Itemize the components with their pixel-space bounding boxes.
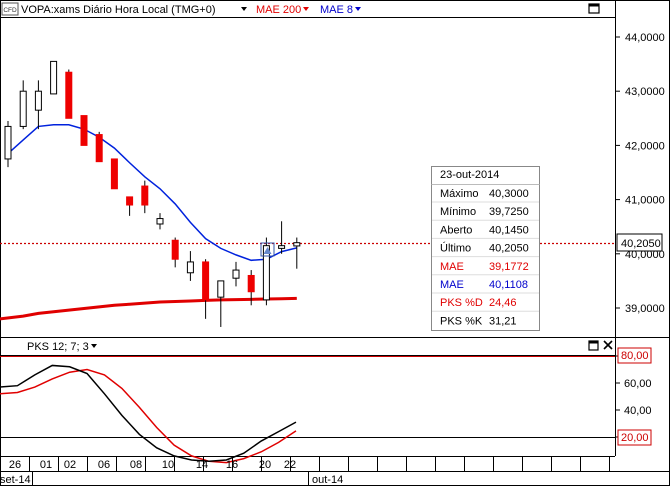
mae200-dropdown-chevron-icon[interactable] bbox=[303, 7, 309, 11]
date-tick-label: 20 bbox=[259, 459, 271, 471]
candle-up[interactable] bbox=[278, 245, 286, 249]
tooltip-row-value: 24,46 bbox=[489, 297, 517, 309]
tooltip-row-label: Mínimo bbox=[440, 206, 476, 218]
tooltip-row-value: 39,7250 bbox=[489, 206, 529, 218]
cursor-triangle-icon bbox=[263, 247, 272, 254]
tooltip-row-value: 40,1108 bbox=[489, 279, 528, 291]
tooltip-row-label: MAE bbox=[440, 261, 464, 273]
upper-level-badge bbox=[617, 347, 652, 364]
date-tick-label: 06 bbox=[98, 459, 110, 471]
candle-up[interactable] bbox=[19, 90, 27, 127]
candle-up[interactable] bbox=[156, 218, 164, 225]
data-tooltip: 23-out-2014 Máximo 40,3000 Mínimo 39,7250 Ab… bbox=[431, 166, 540, 331]
close-oscillator-icon[interactable] bbox=[603, 340, 613, 350]
candle-down[interactable] bbox=[65, 71, 73, 119]
tooltip-row-value: 31,21 bbox=[489, 315, 517, 327]
cfd-badge-label: CFD bbox=[3, 7, 17, 14]
candle-down[interactable] bbox=[202, 261, 210, 301]
mae200-series bbox=[0, 296, 297, 321]
upper-level-label: 80,00 bbox=[621, 350, 649, 362]
price-tick-label: 44,0000 bbox=[625, 32, 665, 44]
stoch-d-line bbox=[0, 368, 297, 464]
candle-up[interactable] bbox=[293, 242, 301, 247]
candle-down[interactable] bbox=[110, 158, 118, 190]
stochastic-series bbox=[0, 364, 297, 464]
cfd-badge-icon bbox=[1, 2, 19, 16]
tooltip-row-label: Máximo bbox=[440, 188, 479, 200]
date-tick-label: 14 bbox=[196, 459, 208, 471]
tooltip-row-value: 40,1450 bbox=[489, 224, 529, 236]
current-price-badge bbox=[616, 233, 663, 252]
osc-tick-label: 60,00 bbox=[624, 378, 652, 390]
candle-down[interactable] bbox=[126, 196, 134, 206]
maximize-oscillator-icon[interactable] bbox=[588, 340, 599, 351]
tooltip-row-value: 39,1772 bbox=[489, 261, 529, 273]
mae8-dropdown-chevron-icon[interactable] bbox=[355, 7, 361, 11]
date-tick-label: 02 bbox=[64, 459, 76, 471]
price-tick-label: 39,0000 bbox=[625, 303, 665, 315]
tooltip-row-label: PKS %D bbox=[440, 297, 483, 309]
date-tick-label: 01 bbox=[40, 459, 52, 471]
mae8-line bbox=[7, 124, 297, 262]
tooltip-row-label: MAE bbox=[440, 279, 464, 291]
tooltip-row-label: Último bbox=[440, 242, 471, 255]
tooltip-box bbox=[431, 166, 540, 331]
candle-up[interactable] bbox=[217, 280, 225, 298]
month-label: set-14 bbox=[0, 474, 31, 486]
price-axis: 44,0000 43,0000 42,0000 41,0000 40,0000 39,00… bbox=[615, 32, 665, 315]
price-tick-label: 40,0000 bbox=[625, 249, 665, 261]
indicator-mae200-label[interactable]: MAE 200 bbox=[256, 4, 301, 16]
tooltip-date: 23-out-2014 bbox=[440, 169, 499, 181]
tooltip-row-label: PKS %K bbox=[440, 315, 483, 327]
cursor-marker-icon[interactable] bbox=[260, 242, 275, 257]
tooltip-row-value: 40,2050 bbox=[489, 243, 529, 255]
current-price-label: 40,2050 bbox=[621, 238, 661, 250]
date-tick-label: 26 bbox=[9, 459, 21, 471]
oscillator-dropdown-chevron-icon[interactable] bbox=[91, 344, 97, 348]
candlestick-series bbox=[4, 60, 301, 327]
mae200-line bbox=[0, 296, 297, 321]
candle-up[interactable] bbox=[4, 125, 12, 160]
price-tick-label: 42,0000 bbox=[625, 140, 665, 152]
candle-up[interactable] bbox=[262, 245, 270, 301]
candle-down[interactable] bbox=[247, 274, 255, 293]
date-tick-label: 08 bbox=[130, 459, 142, 471]
candle-down[interactable] bbox=[141, 185, 149, 206]
osc-tick-label: 40,00 bbox=[624, 405, 652, 417]
candle-down[interactable] bbox=[95, 134, 103, 163]
stoch-k-line bbox=[0, 364, 297, 463]
instrument-dropdown-chevron-icon[interactable] bbox=[241, 7, 247, 11]
price-tick-label: 43,0000 bbox=[625, 86, 665, 98]
maximize-pane-icon[interactable] bbox=[588, 3, 600, 14]
lower-level-label: 20,00 bbox=[621, 432, 649, 444]
candle-down[interactable] bbox=[80, 115, 88, 146]
candle-up[interactable] bbox=[232, 269, 240, 279]
tooltip-row-value: 40,3000 bbox=[489, 188, 529, 200]
date-tick-label: 10 bbox=[162, 459, 174, 471]
candle-down[interactable] bbox=[171, 239, 179, 260]
oscillator-label[interactable]: PKS 12; 7; 3 bbox=[27, 341, 89, 353]
candle-up[interactable] bbox=[34, 90, 42, 111]
mae8-series bbox=[7, 124, 297, 262]
tooltip-row-label: Aberto bbox=[440, 224, 472, 236]
instrument-label[interactable]: VOPA:xams Diário Hora Local (TMG+0) bbox=[21, 4, 216, 16]
lower-level-badge bbox=[617, 429, 652, 446]
month-label: out-14 bbox=[312, 474, 343, 486]
price-tick-label: 41,0000 bbox=[625, 195, 665, 207]
candle-up[interactable] bbox=[186, 261, 194, 274]
candle-up[interactable] bbox=[50, 60, 58, 95]
indicator-mae8-label[interactable]: MAE 8 bbox=[320, 4, 353, 16]
